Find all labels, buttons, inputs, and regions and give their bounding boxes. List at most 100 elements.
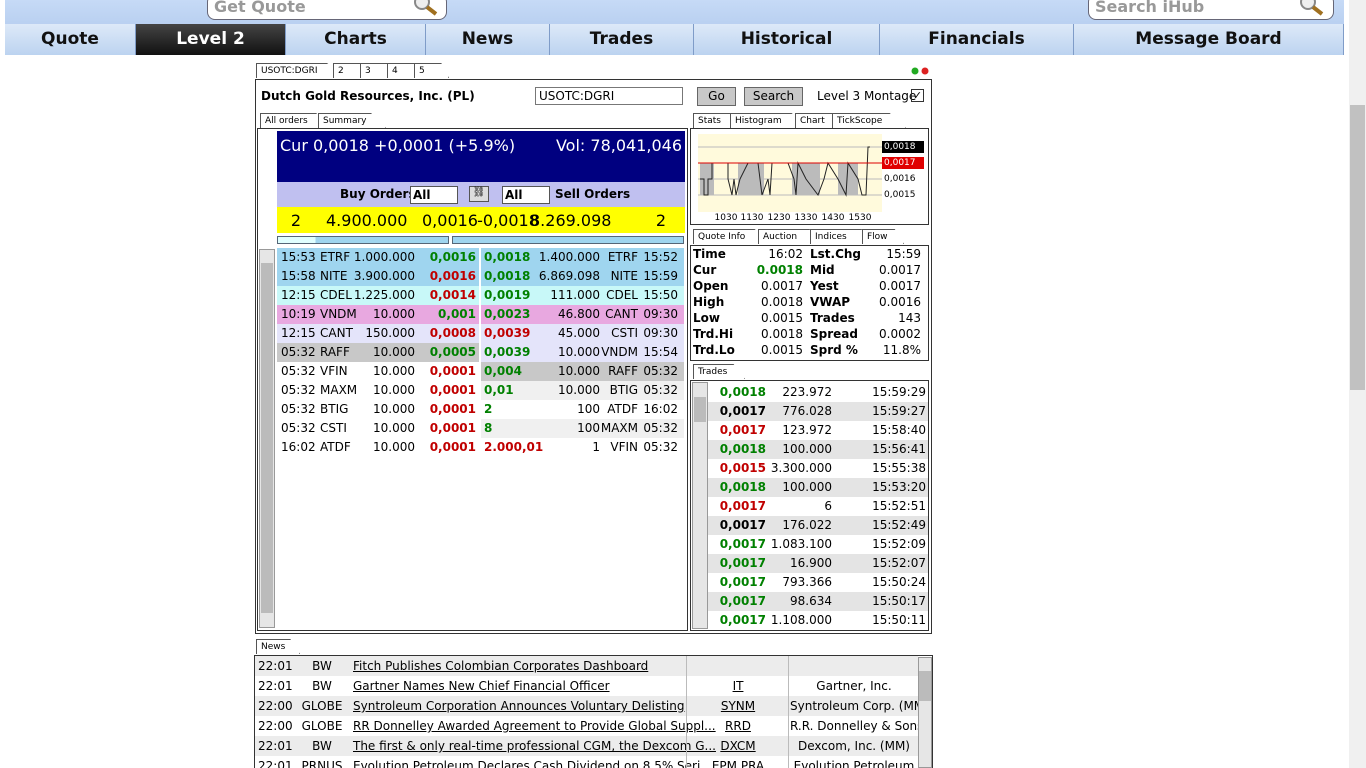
- trade-size: 100.000: [782, 480, 832, 494]
- news-time: 22:01: [258, 759, 293, 768]
- ask-time: 15:52: [643, 250, 678, 264]
- bid-mm: ETRF: [320, 250, 351, 264]
- summary-row: [277, 207, 685, 233]
- ask-size: 10.000: [558, 345, 600, 359]
- search-icon[interactable]: [1296, 0, 1326, 18]
- ask-time: 05:32: [643, 440, 678, 454]
- bid-price: 0,0014: [429, 288, 476, 302]
- bid-size: 1.225.000: [353, 288, 415, 302]
- nav-item[interactable]: Message Board: [1074, 24, 1344, 55]
- nav-item[interactable]: Historical: [694, 24, 880, 55]
- news-headline[interactable]: Fitch Publishes Colombian Corporates Das…: [353, 659, 649, 673]
- news-company: Gartner, Inc.: [816, 679, 892, 693]
- info-value: 0.0018: [756, 263, 803, 277]
- scroll-thumb[interactable]: [694, 397, 706, 422]
- nav-item[interactable]: News: [426, 24, 550, 55]
- bid-time: 12:15: [281, 326, 316, 340]
- nav-item[interactable]: Trades: [550, 24, 694, 55]
- scroll-thumb[interactable]: [261, 263, 273, 613]
- company-name: Dutch Gold Resources, Inc. (PL): [261, 89, 475, 103]
- news-time: 22:01: [258, 739, 293, 753]
- bid-time: 05:32: [281, 383, 316, 397]
- news-symbol[interactable]: SYNM: [720, 699, 756, 713]
- montage-checkbox[interactable]: ✓: [911, 89, 924, 102]
- trade-row: [708, 592, 928, 611]
- buy-select[interactable]: All: [410, 186, 458, 204]
- info-value: 0.0002: [879, 327, 921, 341]
- bid-time: 05:32: [281, 421, 316, 435]
- trade-price: 0,0017: [719, 594, 766, 608]
- ask-row: [481, 381, 684, 400]
- chart-x-label: 1230: [767, 213, 791, 223]
- news-headline[interactable]: Evolution Petroleum Declares Cash Divide…: [353, 759, 712, 768]
- bid-time: 05:32: [281, 364, 316, 378]
- ask-price: 2: [484, 402, 493, 416]
- bid-price: 0,0016: [429, 269, 476, 283]
- search-button[interactable]: Search: [744, 87, 803, 106]
- sell-select[interactable]: All: [502, 186, 550, 204]
- bid-row: [277, 286, 479, 305]
- trade-row: [708, 440, 928, 459]
- summary-value: 0,0016: [422, 211, 478, 230]
- news-headline[interactable]: Syntroleum Corporation Announces Volunta…: [353, 699, 685, 713]
- trade-time: 15:52:51: [872, 499, 926, 513]
- bid-row: [277, 438, 479, 457]
- news-headline[interactable]: The first & only real-time professional …: [353, 739, 716, 753]
- go-button[interactable]: Go: [697, 87, 736, 106]
- trades-scrollbar[interactable]: [692, 382, 708, 629]
- ihub-search[interactable]: Search iHub: [1088, 0, 1334, 20]
- news-headline[interactable]: Gartner Names New Chief Financial Office…: [353, 679, 610, 693]
- ask-price: 2.000,01: [484, 440, 544, 454]
- bid-size: 10.000: [373, 421, 415, 435]
- link-icon[interactable]: ⛓: [469, 186, 489, 202]
- nav-item[interactable]: Quote: [5, 24, 136, 55]
- ask-row: [481, 248, 684, 267]
- trade-time: 15:52:09: [872, 537, 926, 551]
- nav-item[interactable]: Financials: [880, 24, 1074, 55]
- symbol-input[interactable]: USOTC:DGRI: [535, 87, 683, 105]
- tab[interactable]: 5: [414, 63, 449, 78]
- info-value: 0.0018: [761, 295, 803, 309]
- trade-price: 0,0017: [719, 556, 766, 570]
- bid-mm: NITE: [320, 269, 348, 283]
- ask-row: [481, 419, 684, 438]
- ask-time: 15:59: [643, 269, 678, 283]
- news-row: [255, 656, 918, 676]
- summary-value: 8.269.098: [530, 211, 612, 230]
- news-symbol[interactable]: DXCM: [720, 739, 756, 753]
- ask-time: 05:32: [643, 364, 678, 378]
- ask-mm: RAFF: [608, 364, 638, 378]
- nav-item[interactable]: Charts: [286, 24, 426, 55]
- trade-size: 100.000: [782, 442, 832, 456]
- tab[interactable]: News: [256, 639, 300, 654]
- banner: [277, 131, 685, 182]
- search-icon[interactable]: [410, 0, 440, 18]
- bid-mm: ATDF: [320, 440, 351, 454]
- quote-search[interactable]: Get Quote: [207, 0, 447, 20]
- bid-mm: VFIN: [320, 364, 348, 378]
- ask-mm: NITE: [610, 269, 638, 283]
- nav-item[interactable]: Level 2: [136, 24, 286, 55]
- news-symbol[interactable]: EPM.PRA: [711, 759, 765, 768]
- cur-text: Cur 0,0018 +0,0001 (+5.9%): [280, 136, 516, 155]
- bid-row: [277, 343, 479, 362]
- ask-row: [481, 438, 684, 457]
- news-headline[interactable]: RR Donnelley Awarded Agreement to Provid…: [353, 719, 716, 733]
- scroll-thumb[interactable]: [919, 671, 931, 701]
- news-time: 22:00: [258, 699, 293, 713]
- ask-row: [481, 324, 684, 343]
- info-label: Mid: [810, 263, 835, 277]
- news-source: BW: [312, 659, 332, 673]
- trade-row: [708, 535, 928, 554]
- trade-time: 15:53:20: [872, 480, 926, 494]
- ask-row: [481, 362, 684, 381]
- ask-size: 10.000: [558, 383, 600, 397]
- ask-time: 09:30: [643, 307, 678, 321]
- news-symbol[interactable]: IT: [732, 679, 744, 693]
- scroll-thumb[interactable]: [1350, 105, 1365, 390]
- window-icons[interactable]: [911, 66, 931, 76]
- news-symbol[interactable]: RRD: [725, 719, 751, 733]
- ask-row: [481, 267, 684, 286]
- bid-size: 150.000: [365, 326, 415, 340]
- buy-bar: [277, 236, 449, 244]
